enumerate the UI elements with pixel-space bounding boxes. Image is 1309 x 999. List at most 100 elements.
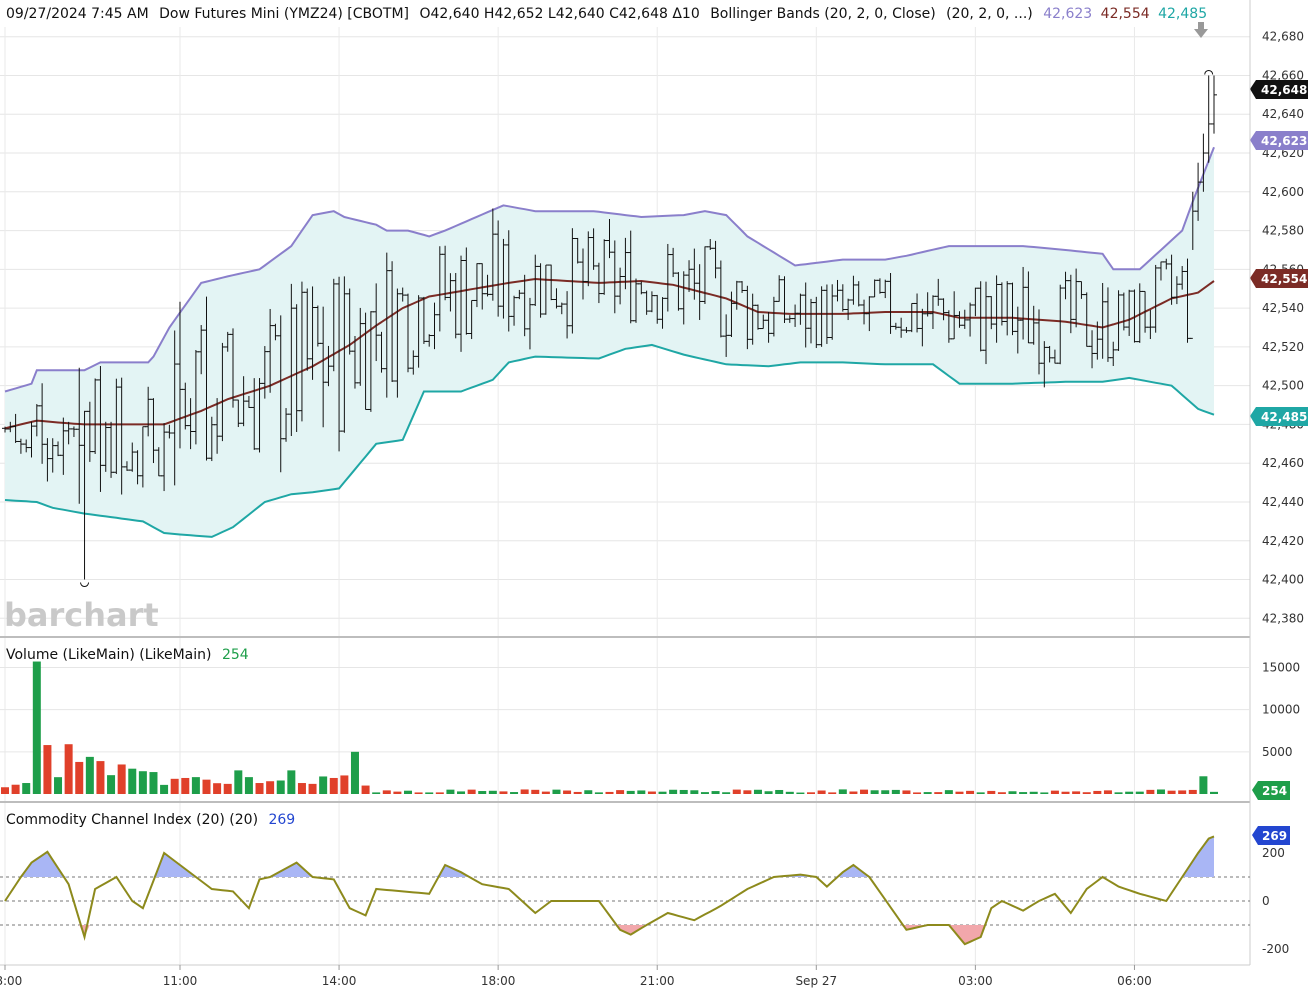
- volume-bar: [329, 777, 338, 794]
- header-indicator-params: (20, 2, 0, ...): [946, 6, 1033, 22]
- volume-bar: [860, 789, 869, 794]
- volume-bar: [1210, 791, 1218, 794]
- price-tick-label: 42,600: [1262, 185, 1304, 199]
- volume-bar: [700, 792, 709, 794]
- volume-bar: [669, 789, 678, 794]
- header-timestamp: 09/27/2024 7:45 AM: [6, 6, 149, 22]
- volume-bar: [213, 783, 222, 794]
- lower-band-tag: 42,485: [1250, 407, 1308, 426]
- volume-grid: 5000 10000 15000: [0, 660, 1300, 759]
- volume-bar: [297, 783, 306, 794]
- cci-title: Commodity Channel Index (20) (20): [6, 812, 258, 828]
- volume-bar: [1156, 789, 1165, 794]
- volume-bar: [372, 792, 381, 794]
- x-tick-label: 06:00: [1117, 974, 1152, 988]
- volume-tag: 254: [1252, 781, 1290, 800]
- volume-bar: [647, 791, 656, 794]
- volume-bar: [902, 790, 911, 794]
- bollinger-band-fill: [5, 147, 1214, 537]
- middle-band-tag: 42,554: [1250, 269, 1308, 288]
- volume-bar: [467, 789, 476, 794]
- volume-bar: [584, 790, 593, 794]
- volume-bar: [753, 789, 762, 794]
- volume-bar: [478, 791, 487, 794]
- volume-bar: [838, 789, 847, 794]
- volume-bar: [54, 777, 63, 794]
- volume-tag-bg: [1252, 781, 1290, 800]
- price-tick-label: 42,420: [1262, 534, 1304, 548]
- upper-band-tag-bg: [1250, 131, 1308, 150]
- volume-bar: [626, 790, 635, 794]
- volume-bar: [1040, 792, 1049, 794]
- volume-bar: [1146, 789, 1155, 794]
- header-middle-value: 42,554: [1101, 6, 1150, 22]
- volume-bar: [425, 792, 434, 794]
- price-tick-label: 42,580: [1262, 224, 1304, 238]
- volume-bar: [966, 790, 975, 794]
- volume-bar: [414, 792, 423, 794]
- ohlc-bar: [1211, 75, 1217, 134]
- price-tick-label: 42,380: [1262, 611, 1304, 625]
- volume-bar: [1061, 791, 1070, 794]
- volume-bar: [510, 792, 519, 794]
- volume-bar: [446, 789, 455, 794]
- volume-bar: [870, 790, 879, 794]
- volume-bar: [690, 790, 699, 794]
- volume-bar: [1019, 792, 1028, 794]
- volume-bar: [149, 772, 158, 794]
- volume-bar: [1167, 790, 1176, 794]
- volume-bar: [976, 792, 985, 794]
- header-lower-value: 42,485: [1158, 6, 1207, 22]
- volume-bar: [923, 792, 932, 794]
- volume-bar: [202, 779, 211, 794]
- volume-bar: [43, 745, 52, 794]
- volume-bar: [531, 789, 540, 794]
- low-cap-icon: [80, 582, 90, 588]
- volume-bar: [563, 790, 572, 794]
- volume-bar: [605, 791, 614, 794]
- volume-bar: [849, 791, 858, 794]
- x-tick-label: Sep 27: [795, 974, 837, 988]
- x-tick-label: 11:00: [163, 974, 198, 988]
- price-tick-label: 42,640: [1262, 107, 1304, 121]
- bollinger-lower-line: [4, 343, 1215, 538]
- volume-bar: [488, 790, 497, 794]
- barchart-watermark: barchart: [4, 596, 159, 634]
- price-tick-label: 42,660: [1262, 68, 1304, 82]
- price-tick-label: 42,520: [1262, 340, 1304, 354]
- volume-bar: [775, 789, 784, 794]
- volume-bar: [244, 777, 253, 794]
- volume-bar: [817, 790, 826, 794]
- volume-bar: [891, 789, 900, 794]
- volume-bar: [1008, 791, 1017, 794]
- volume-panel-title: Volume (LikeMain) (LikeMain) 254: [6, 647, 249, 663]
- volume-bar: [828, 792, 837, 794]
- volume-bar: [457, 791, 466, 794]
- volume-bar: [541, 791, 550, 794]
- volume-bar: [997, 792, 1006, 794]
- cci-tick-label: 200: [1262, 846, 1285, 860]
- volume-bar: [1135, 791, 1144, 794]
- cci-tag: 269: [1252, 826, 1290, 845]
- bollinger-upper-line: [4, 146, 1215, 393]
- volume-bar: [637, 790, 646, 794]
- volume-bar: [594, 792, 603, 794]
- x-tick-label: 14:00: [322, 974, 357, 988]
- volume-bar: [955, 791, 964, 794]
- upper-band-tag-text: 42,623: [1261, 134, 1307, 148]
- volume-bar: [75, 761, 84, 794]
- cci-tick-label: -200: [1262, 942, 1289, 956]
- volume-bar: [350, 751, 359, 794]
- middle-band-tag-text: 42,554: [1261, 272, 1307, 286]
- chart-header: 09/27/2024 7:45 AM Dow Futures Mini (YMZ…: [6, 6, 1207, 22]
- volume-bar: [276, 780, 285, 794]
- x-tick-label: 03:00: [958, 974, 993, 988]
- last-price-tag-bg: [1250, 80, 1308, 99]
- volume-bar: [1029, 791, 1038, 794]
- volume-bar: [382, 790, 391, 794]
- volume-bar: [138, 771, 147, 794]
- cci-value: 269: [268, 812, 295, 828]
- lower-band-tag-bg: [1250, 407, 1308, 426]
- volume-bar: [658, 791, 667, 794]
